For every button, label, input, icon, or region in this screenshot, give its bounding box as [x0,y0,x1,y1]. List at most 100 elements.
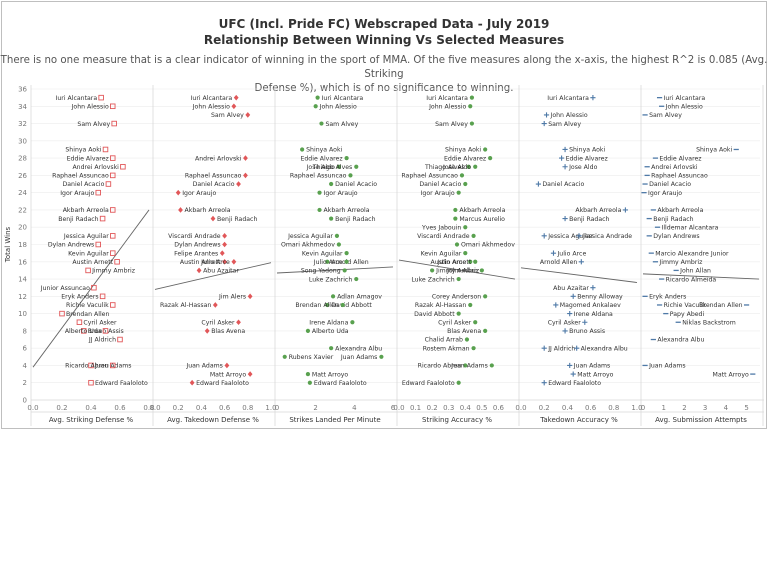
point-label: Niklas Backstrom [682,319,736,326]
point-label: John Allan [679,268,711,275]
data-point [307,380,312,385]
point-label: Ricardo Almeida [666,276,717,283]
x-tick-label: 3 [703,404,707,412]
data-point [340,302,345,308]
x-tick-label: 0.4 [460,404,472,412]
point-label: Austin Arnett [180,259,221,266]
point-label: Illdemar Alcantara [662,224,719,231]
point-label: Dylan Andrews [653,233,699,240]
data-point [109,207,116,213]
point-label: Daniel Acacio [649,181,691,188]
point-label: Thiago Alves [424,164,465,171]
data-point [325,259,330,264]
point-label: Jose Aldo [306,164,335,171]
data-point [222,233,227,239]
data-point [473,320,478,325]
x-tick-label: 0.6 [585,404,597,412]
point-label: Andrei Arlovski [651,164,698,171]
point-label: Daniel Acacio [62,181,104,188]
data-point [456,311,461,316]
data-point [231,258,237,265]
data-point [88,379,94,386]
y-tick-label: 16 [18,258,27,266]
data-point [582,319,588,325]
point-label: Daniel Acacio [542,181,584,188]
point-label: Bruno Assis [569,328,605,335]
point-label: JJ Aldrich [88,337,116,344]
point-label: Yves Jabouin [421,224,461,231]
x-tick-label: 5 [744,404,748,412]
data-point [210,215,216,222]
data-point [541,233,547,239]
data-point [109,250,116,256]
data-point [111,120,117,127]
x-axis-title: Avg. Striking Defense % [49,416,134,424]
data-point [590,285,596,291]
x-tick-label: 0.5 [476,404,487,412]
data-point [109,172,116,179]
x-tick-label: 4 [352,404,357,412]
data-point [456,276,461,282]
point-label: Raphael Assuncao [52,173,109,180]
point-label: Jimmy Ambriz [91,268,135,275]
point-label: Brendan Allen [295,302,338,309]
data-point [344,156,349,161]
x-tick-label: 0.6 [219,404,231,412]
point-label: Iuri Alcantara [56,95,98,102]
data-point [456,190,461,195]
point-label: Daniel Acacio [419,181,461,188]
point-label: Sam Alvey [435,121,468,128]
chart-subtitle-heading: Relationship Between Winning Vs Selected… [203,33,565,47]
point-label: Akbarh Arreola [575,207,621,214]
data-point [222,241,227,248]
data-point [99,293,106,300]
y-tick-label: 14 [18,276,27,284]
data-point [305,371,311,377]
chart-caption: There is no one measure that is a clear … [0,54,768,96]
data-point [471,346,476,351]
x-tick-label: 0.2 [173,404,184,412]
point-label: Alberto Uda [312,328,349,335]
x-tick-label: 0.0 [393,404,404,412]
point-label: Marcio Alexandre Junior [655,250,729,257]
point-label: Jimmy Ambriz [658,259,702,266]
data-point [109,155,116,161]
y-tick-label: 2 [23,379,27,387]
data-point [282,354,287,359]
data-point [233,94,239,101]
panel-1: 0.0 0.2 0.4 0.6 0.8 Avg. Striking Defense % Iu… [27,95,154,424]
point-label: Alexandra Albu [581,345,628,352]
point-label: Eryk Anders [649,294,686,301]
data-point [464,337,470,342]
y-tick-label: 32 [18,120,27,128]
x-tick-label: 0.0 [27,404,38,412]
point-label: John Allan [446,268,478,275]
data-point [344,259,349,264]
data-point [109,302,116,308]
y-tick-label: 30 [18,137,27,145]
point-label: Jessica Aguilar [63,233,109,240]
point-label: Junior Assuncao [40,285,90,292]
data-point [196,267,202,274]
data-point [336,164,341,169]
point-label: Iuri Alcantara [322,95,364,102]
data-point [379,354,384,359]
data-point [99,215,106,222]
point-label: Jimmy Ambriz [435,268,479,275]
point-label: Shinya Aoki [569,147,605,154]
data-point [231,103,237,110]
y-tick-label: 12 [18,293,27,301]
point-label: John Alessio [71,103,109,110]
trend-line [32,209,150,368]
y-tick-label: 20 [18,224,27,232]
y-tick-label: 4 [23,362,28,370]
data-point [236,181,241,187]
point-label: Alexandra Albu [335,345,382,352]
data-point [479,268,484,273]
point-label: Magomed Ankalaev [560,302,621,309]
point-label: Iuri Alcantara [547,95,589,102]
x-axis-title: Strikes Landed Per Minute [289,416,380,424]
data-point [473,259,478,264]
y-tick-label: 8 [23,327,27,335]
point-label: Benji Radach [653,216,693,223]
